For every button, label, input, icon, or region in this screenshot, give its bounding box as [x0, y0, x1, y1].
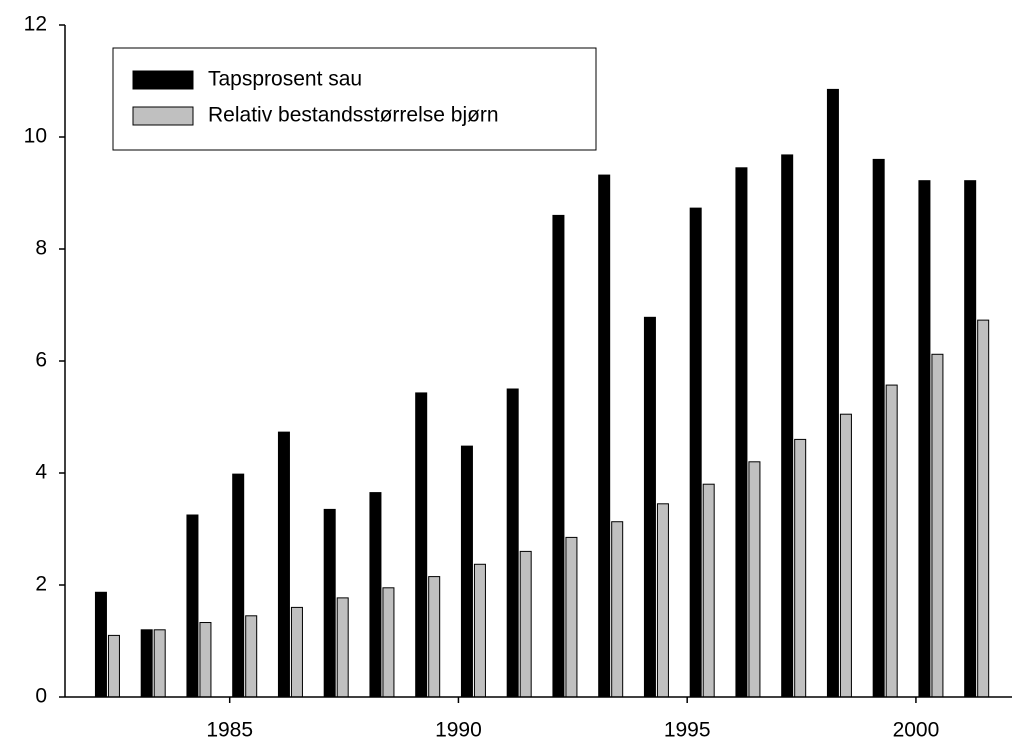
x-tick-label: 2000	[893, 719, 940, 742]
bar	[931, 353, 944, 698]
bar	[918, 180, 931, 698]
bar	[735, 167, 748, 698]
bar	[473, 563, 486, 698]
bar	[245, 615, 258, 698]
bar	[872, 158, 885, 698]
y-tick-label: 10	[24, 125, 47, 148]
bar	[794, 438, 807, 698]
y-tick-label: 4	[35, 461, 47, 484]
bar	[290, 606, 303, 698]
x-tick-label: 1990	[435, 719, 482, 742]
legend-label: Tapsprosent sau	[208, 68, 362, 91]
bar	[611, 521, 624, 698]
bar	[369, 492, 382, 698]
legend-swatch	[132, 106, 194, 126]
bar	[781, 154, 794, 698]
bar	[382, 587, 395, 698]
bar	[826, 88, 839, 698]
y-tick-label: 2	[35, 573, 47, 596]
bar	[519, 550, 532, 698]
bar	[415, 392, 428, 698]
bar	[689, 207, 702, 698]
bar	[885, 384, 898, 698]
bar	[199, 622, 212, 698]
bar	[277, 431, 290, 698]
bar	[153, 629, 166, 698]
y-tick-label: 12	[24, 13, 47, 36]
legend-label: Relativ bestandsstørrelse bjørn	[208, 104, 499, 127]
x-tick-label: 1995	[664, 719, 711, 742]
bar	[656, 503, 669, 698]
bar	[748, 461, 761, 698]
y-tick-label: 0	[35, 685, 47, 708]
bar	[94, 591, 107, 698]
y-tick-label: 6	[35, 349, 47, 372]
bar	[964, 180, 977, 698]
bar	[460, 445, 473, 698]
bar	[107, 634, 120, 698]
legend-swatch	[132, 70, 194, 90]
bar	[565, 536, 578, 698]
bar	[323, 508, 336, 698]
bar	[140, 629, 153, 698]
bar	[552, 214, 565, 698]
y-tick-label: 8	[35, 237, 47, 260]
bar	[839, 413, 852, 698]
bar	[977, 319, 990, 698]
bar	[702, 483, 715, 698]
bar	[186, 514, 199, 698]
legend-box	[112, 47, 597, 151]
bar	[643, 316, 656, 698]
x-tick-label: 1985	[206, 719, 253, 742]
bar	[232, 473, 245, 698]
bar	[428, 576, 441, 698]
bar	[506, 388, 519, 698]
bar	[336, 597, 349, 698]
bar	[598, 174, 611, 698]
